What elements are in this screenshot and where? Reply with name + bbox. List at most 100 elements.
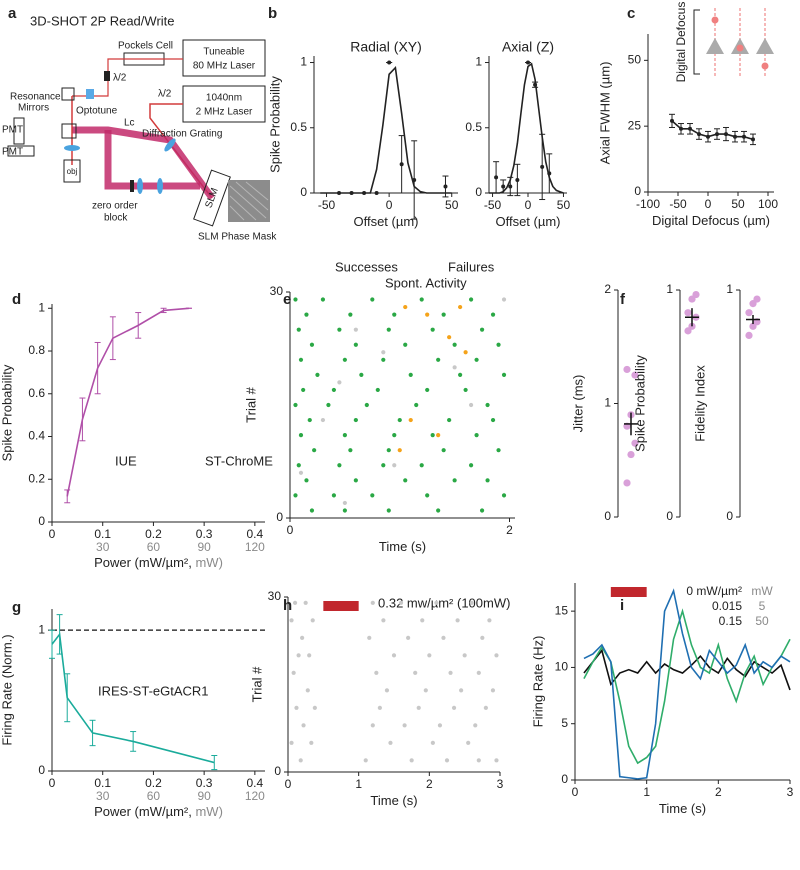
diagram-label: 2 MHz Laser: [196, 107, 253, 118]
y-axis-label: Axial FWHM (µm): [597, 62, 612, 165]
raster-dot: [384, 688, 390, 693]
x-tick-label: -50: [318, 198, 336, 212]
y-axis-label: Trial #: [243, 386, 258, 422]
raster-dot: [300, 635, 305, 640]
raster-dot: [403, 342, 408, 347]
y-tick-label: 0.5: [290, 120, 307, 134]
raster-dot: [342, 500, 347, 506]
raster-dot: [494, 653, 499, 658]
raster-dot: [304, 478, 309, 483]
y-tick-label: 30: [270, 284, 284, 298]
x-tick-label: 1: [643, 785, 650, 799]
raster-dot: [386, 327, 391, 332]
raster-dot: [423, 688, 428, 693]
x-tick-label: 3: [497, 777, 504, 791]
y-tick-label: 0: [666, 509, 673, 523]
y-tick-label: 0: [300, 185, 307, 199]
y-tick-label: 25: [628, 118, 642, 132]
raster-dot: [430, 327, 435, 332]
raster-dot: [305, 688, 310, 693]
raster-dot: [420, 618, 425, 623]
data-point: [494, 175, 499, 180]
stimulus-bar: [323, 601, 359, 611]
diagram-label: Resonance: [10, 92, 61, 103]
inset-spot: [736, 44, 744, 52]
y-tick-label: 1: [38, 300, 45, 314]
x-tick-label: 50: [557, 198, 571, 212]
raster-dot: [331, 387, 337, 393]
x-tick-label: 0.3: [196, 527, 213, 541]
y-tick-label: 1: [604, 396, 611, 410]
lens: [137, 178, 143, 194]
data-point: [515, 177, 520, 182]
x-tick-label: 0.2: [145, 776, 162, 790]
raster-dot: [458, 372, 463, 377]
raster-dot: [320, 297, 326, 302]
raster-dot: [496, 342, 501, 347]
raster-dot: [452, 365, 457, 370]
y-axis-label: Spike Probability: [632, 355, 647, 452]
optical-diagram: a 3D-SHOT 2P Read/Write Pockels Cell Tun…: [2, 5, 277, 243]
raster-dot: [363, 758, 368, 763]
raster-dot: [331, 493, 337, 498]
raster-dot: [301, 387, 306, 393]
raster-dot: [289, 740, 294, 745]
legend-label: Failures: [448, 259, 495, 274]
x-tick-label: -100: [636, 197, 660, 211]
panel-label: f: [620, 291, 626, 308]
raster-dot: [501, 493, 507, 498]
series-line: [66, 307, 189, 497]
raster-dot: [441, 312, 446, 317]
x-tick-label: 2: [426, 777, 433, 791]
raster-dot: [381, 463, 386, 468]
y-tick-label: 50: [628, 53, 642, 67]
diagram-label: Diffraction Grating: [142, 129, 222, 140]
waveplate: [104, 71, 110, 81]
legend-label: Successes: [335, 259, 398, 274]
raster-dot: [342, 433, 347, 438]
raster-dot: [296, 463, 301, 468]
raster-dot: [397, 417, 402, 423]
defocus-inset: Digital Defocus: [674, 2, 774, 83]
raster-dot: [474, 433, 479, 438]
raster-dot: [342, 508, 347, 513]
diagram-label: Optotune: [76, 106, 118, 117]
raster-dot: [463, 350, 468, 355]
raster-dot: [403, 304, 408, 310]
diagram-label: Lc: [124, 118, 135, 129]
data-point: [751, 137, 755, 142]
beamsplitter: [61, 123, 77, 139]
raster-dot: [403, 478, 408, 483]
beam: [104, 130, 200, 190]
y-axis-label: Jitter (ms): [570, 375, 585, 433]
inset-bracket: [693, 9, 700, 75]
raster-dot: [312, 705, 317, 710]
y-tick-label: 0: [561, 772, 568, 786]
y-tick-label: 1: [475, 55, 482, 69]
raster-dot: [293, 493, 298, 498]
raster-dot: [459, 688, 464, 693]
raster-dot: [490, 417, 496, 423]
x2-axis-label: mW): [195, 555, 222, 570]
y-tick-label: 1: [726, 282, 733, 296]
y-axis-label: Firing Rate (Norm.): [0, 634, 14, 745]
series-line: [583, 608, 791, 765]
raster-dot: [353, 478, 358, 483]
raster-dot: [408, 372, 413, 377]
raster-dot: [430, 433, 435, 438]
raster-dot: [468, 402, 474, 408]
raster-dot: [479, 508, 485, 513]
x2-tick-label: 60: [147, 789, 161, 803]
pmt: [13, 117, 25, 145]
x-axis-label: Offset (µm): [495, 214, 560, 229]
inset-label: Digital Defocus: [674, 2, 688, 83]
series-line: [489, 62, 564, 194]
series-line: [320, 65, 452, 194]
raster-dot: [441, 448, 446, 453]
raster-dot: [479, 327, 485, 332]
series-line: [583, 588, 791, 780]
data-point: [742, 134, 746, 139]
raster-dot: [293, 402, 298, 408]
chart-title: Radial (XY): [350, 39, 422, 55]
raster-dot: [296, 327, 301, 332]
